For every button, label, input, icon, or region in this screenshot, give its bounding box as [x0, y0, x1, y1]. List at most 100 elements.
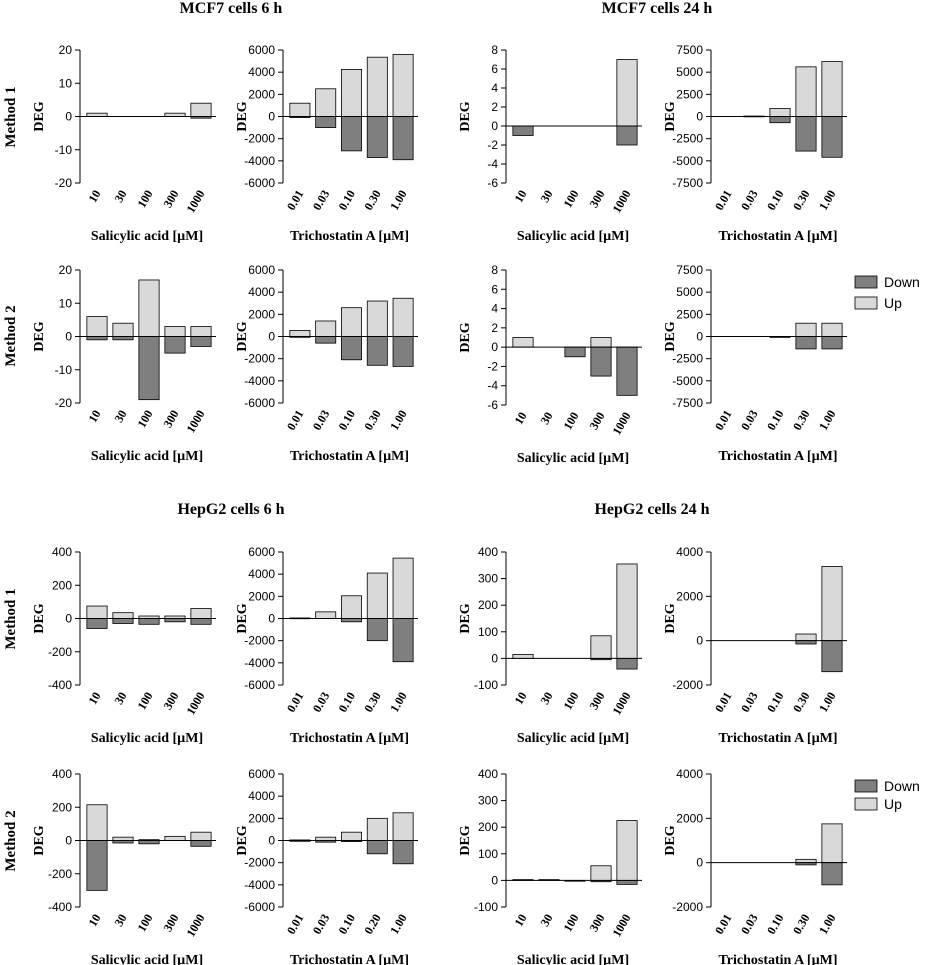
- bar-up-1.00: [392, 812, 414, 841]
- y-tick-label: -2000: [244, 856, 275, 870]
- y-tick-label: 10: [59, 76, 73, 90]
- x-tick-label: 100: [134, 188, 155, 211]
- x-tick-label: 0.01: [712, 912, 735, 937]
- legend-down-label: Down: [884, 778, 920, 794]
- legend-up-swatch: [854, 797, 878, 811]
- y-tick-label: 6: [491, 62, 498, 76]
- bar-up-1.00: [392, 557, 414, 619]
- y-axis-label: DEG: [32, 825, 47, 855]
- y-axis-label: DEG: [235, 101, 250, 131]
- bar-up-1000: [190, 102, 212, 117]
- y-tick-label: -6000: [244, 176, 275, 190]
- x-tick-label: 100: [560, 188, 581, 211]
- y-tick-label: 4000: [248, 789, 275, 803]
- legend-up-label: Up: [884, 796, 902, 812]
- bar-up-0.10: [341, 595, 362, 619]
- bar-up-10: [86, 605, 108, 619]
- bar-down-10: [86, 618, 108, 629]
- bar-up-1000: [616, 563, 638, 659]
- bar-up-0.30: [795, 322, 817, 337]
- y-tick-label: 5000: [676, 285, 703, 299]
- y-tick-label: 0: [268, 612, 275, 626]
- y-axis-label: DEG: [235, 825, 250, 855]
- row-label-hepg2-method2: Method 2: [3, 810, 19, 871]
- x-tick-label: 1000: [183, 188, 207, 216]
- y-tick-label: 4: [491, 81, 498, 95]
- bar-up-10: [512, 337, 534, 348]
- bar-up-300: [590, 635, 612, 659]
- y-tick-label: -4000: [244, 154, 275, 168]
- x-tick-label: 300: [586, 912, 607, 935]
- x-tick-label: 10: [85, 912, 103, 929]
- y-tick-label: 2000: [676, 811, 703, 825]
- bar-up-0.10: [341, 307, 362, 337]
- y-tick-label: 300: [478, 572, 498, 586]
- y-tick-label: 100: [478, 847, 498, 861]
- x-tick-label: 1000: [183, 408, 207, 436]
- y-tick-label: 7500: [676, 263, 703, 277]
- y-tick-label: -200: [48, 645, 72, 659]
- y-axis-label: DEG: [663, 101, 678, 131]
- bar-down-1000: [616, 880, 638, 885]
- legend-top: Down Up: [854, 274, 920, 311]
- y-axis-label: DEG: [32, 321, 47, 351]
- chart-panel-mcf7-6h-m1-sa: -20 -10 0 10 20 DEG 10 30 100 300 1000 Salicylic ac…: [32, 43, 216, 244]
- y-tick-label: 6000: [248, 545, 275, 559]
- x-axis-label: Trichostatin A [µM]: [290, 731, 409, 746]
- bar-down-1000: [616, 346, 638, 396]
- bar-down-100: [138, 336, 160, 401]
- bar-up-0.10: [341, 68, 362, 117]
- legend-up-swatch: [854, 296, 878, 310]
- x-tick-label: 100: [134, 912, 155, 935]
- x-tick-label: 1000: [183, 912, 207, 940]
- x-tick-label: 0.10: [764, 188, 787, 213]
- x-axis-label: Trichostatin A [µM]: [718, 229, 837, 244]
- x-tick-label: 0.30: [790, 690, 813, 715]
- y-tick-label: 400: [52, 767, 72, 781]
- x-axis-label: Trichostatin A [µM]: [290, 229, 409, 244]
- y-tick-label: -20: [55, 396, 73, 410]
- bar-down-300: [590, 346, 612, 377]
- y-tick-label: 4000: [676, 767, 703, 781]
- bar-up-0.10: [769, 108, 791, 117]
- x-tick-label: 300: [160, 690, 181, 713]
- y-axis-label: DEG: [663, 825, 678, 855]
- y-tick-label: 2500: [676, 87, 703, 101]
- y-tick-label: -4000: [244, 656, 275, 670]
- y-tick-label: 0: [696, 110, 703, 124]
- x-tick-label: 100: [560, 912, 581, 935]
- bar-up-0.30: [795, 66, 817, 117]
- x-tick-label: 1.00: [387, 188, 410, 213]
- x-tick-label: 1.00: [816, 188, 839, 213]
- bar-down-10: [86, 840, 108, 891]
- bar-down-0.10: [769, 116, 791, 124]
- x-tick-label: 0.10: [335, 690, 358, 715]
- x-tick-label: 300: [160, 188, 181, 211]
- y-tick-label: -10: [55, 143, 73, 157]
- chart-panel-hepg2-24h-m1-tsa: -2000 0 2000 4000 DEG 0.01 0.03 0.10 0.30 1.00 Tri…: [663, 545, 847, 746]
- x-tick-label: 0.10: [335, 912, 358, 937]
- section-title-mcf7-24h: MCF7 cells 24 h: [602, 0, 713, 17]
- chart-panel-mcf7-24h-m2-sa: -6 -4 -2 0 2 4 6 8 DEG 10 30 100 300 1000 Salicylic ac…: [458, 263, 642, 466]
- x-axis-label: Salicylic acid [µM]: [517, 229, 629, 244]
- y-tick-label: -400: [48, 900, 72, 914]
- y-tick-label: -2: [487, 138, 498, 152]
- x-axis-label: Salicylic acid [µM]: [517, 953, 629, 965]
- x-tick-label: 10: [511, 410, 529, 427]
- x-tick-label: 100: [560, 690, 581, 713]
- x-axis-label: Salicylic acid [µM]: [91, 229, 203, 244]
- x-tick-label: 0.03: [310, 690, 333, 715]
- x-tick-label: 10: [511, 690, 529, 707]
- y-tick-label: 2000: [248, 589, 275, 603]
- y-tick-label: -4000: [244, 374, 275, 388]
- x-axis-label: Salicylic acid [µM]: [91, 731, 203, 746]
- y-axis-label: DEG: [458, 603, 473, 633]
- bar-up-0.01: [289, 102, 311, 117]
- bar-down-1.00: [392, 618, 414, 663]
